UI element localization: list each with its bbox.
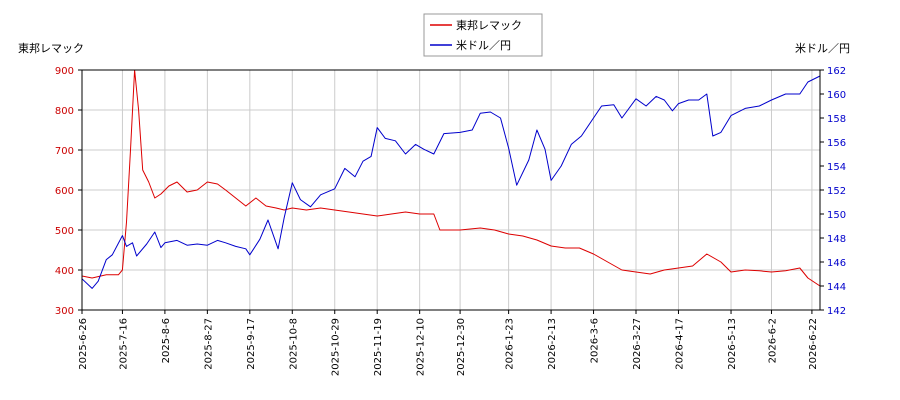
right-tick-label: 152 <box>827 186 846 197</box>
left-tick-label: 800 <box>55 106 74 117</box>
x-tick-label: 2026-5-13 <box>727 318 738 370</box>
x-tick-label: 2025-8-27 <box>203 318 214 370</box>
legend-box <box>423 13 543 57</box>
x-tick-label: 2025-12-10 <box>416 318 427 376</box>
left-tick-label: 400 <box>55 266 74 277</box>
series-line-fx <box>81 75 821 289</box>
x-tick-label: 2025-11-19 <box>373 318 384 376</box>
x-tick-label: 2025-9-17 <box>246 318 257 370</box>
left-tick-label: 500 <box>55 226 74 237</box>
x-tick-label: 2025-7-16 <box>118 318 129 370</box>
left-tick-label: 700 <box>55 146 74 157</box>
x-tick-label: 2025-8-6 <box>161 318 172 363</box>
left-axis: 300 400 500 600 700 800 900 <box>55 66 82 317</box>
x-tick-label: 2025-12-30 <box>456 318 467 376</box>
x-tick-label: 2026-1-23 <box>505 318 516 370</box>
right-tick-label: 148 <box>827 234 846 245</box>
right-tick-label: 144 <box>827 282 846 293</box>
x-tick-label: 2026-4-17 <box>674 318 685 370</box>
right-axis-label: 米ドル／円 <box>795 42 850 55</box>
x-tick-label: 2025-6-26 <box>78 318 89 370</box>
left-axis-label: 東邦レマック <box>18 42 84 55</box>
chart-grid <box>81 69 820 311</box>
right-tick-label: 158 <box>827 114 846 125</box>
x-tick-label: 2026-6-2 <box>767 318 778 363</box>
series-layer <box>81 69 821 289</box>
x-tick-label: 2026-3-27 <box>632 318 643 370</box>
x-tick-label: 2026-6-22 <box>808 318 819 370</box>
legend-label-fx: 米ドル／円 <box>456 39 511 52</box>
right-tick-label: 156 <box>827 138 846 149</box>
x-tick-label: 2025-10-29 <box>331 318 342 376</box>
x-tick-label: 2026-2-13 <box>547 318 558 370</box>
x-axis: 2025-6-26 2025-7-16 2025-8-6 2025-8-27 2025-… <box>78 310 819 376</box>
right-tick-label: 142 <box>827 306 846 317</box>
legend-label-stock: 東邦レマック <box>456 19 522 32</box>
right-tick-label: 150 <box>827 210 846 221</box>
series-line-stock <box>81 69 821 287</box>
x-tick-label: 2025-10-8 <box>288 318 299 370</box>
left-tick-label: 600 <box>55 186 74 197</box>
legend: 東邦レマック 米ドル／円 <box>423 13 543 57</box>
left-tick-label: 900 <box>55 66 74 77</box>
right-axis: 142 144 146 148 150 152 154 156 158 160 162 <box>820 66 846 317</box>
right-tick-label: 154 <box>827 162 846 173</box>
right-tick-label: 162 <box>827 66 846 77</box>
right-tick-label: 146 <box>827 258 846 269</box>
x-tick-label: 2026-3-6 <box>590 318 601 363</box>
left-tick-label: 300 <box>55 306 74 317</box>
right-tick-label: 160 <box>827 90 846 101</box>
